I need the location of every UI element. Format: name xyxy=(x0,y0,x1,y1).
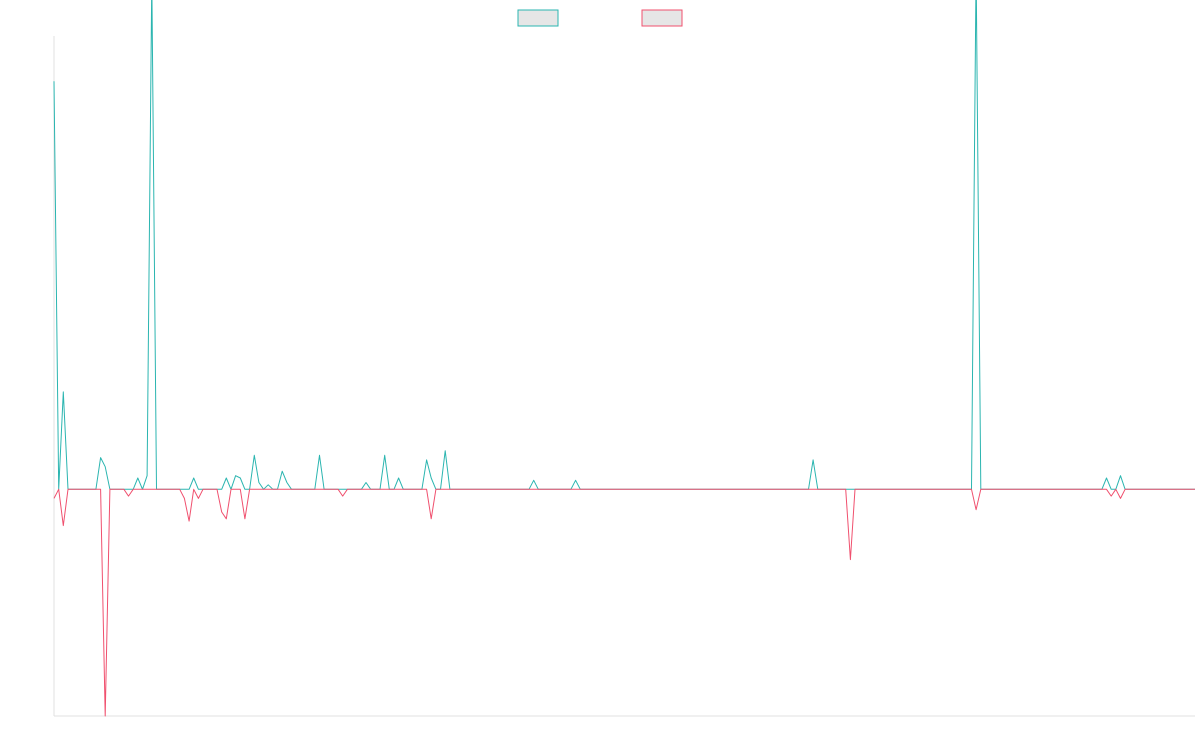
series-layer xyxy=(53,0,1195,717)
series-line-2 xyxy=(53,488,1195,717)
legend-item-1[interactable] xyxy=(517,9,559,27)
series-line-1 xyxy=(53,0,1195,490)
legend-swatch-2[interactable] xyxy=(641,9,683,27)
legend-swatch-1[interactable] xyxy=(517,9,559,27)
legend-item-2[interactable] xyxy=(641,9,683,27)
legend[interactable] xyxy=(517,9,683,27)
